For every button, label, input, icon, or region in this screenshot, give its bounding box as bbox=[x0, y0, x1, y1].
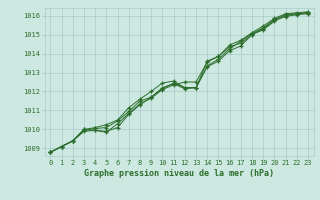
X-axis label: Graphe pression niveau de la mer (hPa): Graphe pression niveau de la mer (hPa) bbox=[84, 169, 274, 178]
